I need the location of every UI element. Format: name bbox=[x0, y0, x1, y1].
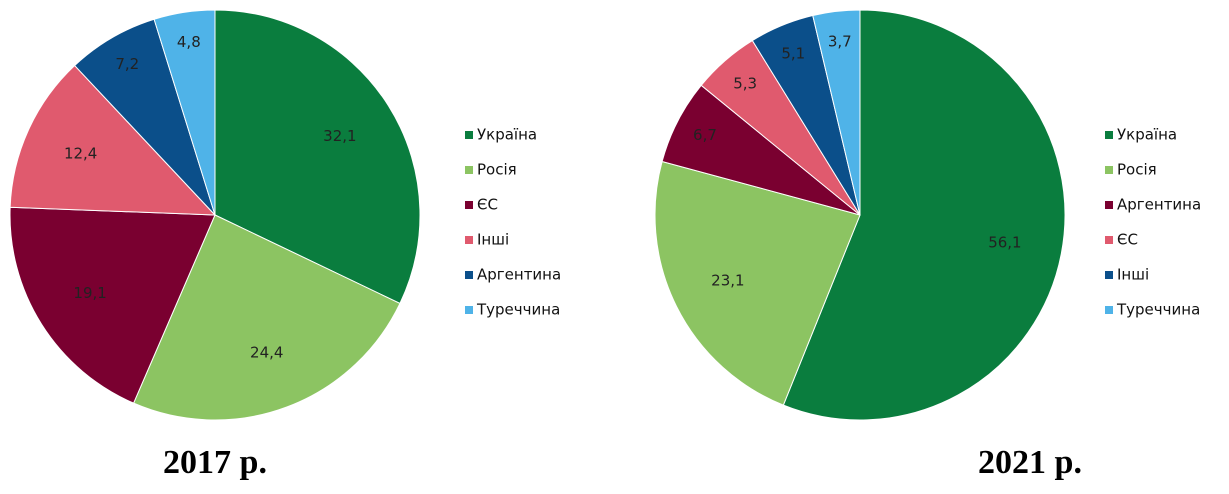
pie-slice bbox=[9, 64, 217, 216]
legend-swatch bbox=[465, 236, 473, 244]
legend-swatch bbox=[465, 166, 473, 174]
pie-slice bbox=[132, 214, 401, 421]
data-label: 23,1 bbox=[711, 271, 744, 289]
pie-slice bbox=[153, 9, 216, 216]
pie-slice bbox=[9, 206, 216, 404]
data-label: 5,3 bbox=[733, 74, 757, 92]
legend-swatch bbox=[1105, 131, 1113, 139]
pie-slice bbox=[782, 9, 1066, 421]
data-label: 3,7 bbox=[828, 32, 852, 50]
legend-swatch bbox=[465, 306, 473, 314]
pie-slice bbox=[214, 9, 421, 305]
legend-label: Аргентина bbox=[1117, 196, 1201, 214]
legend-swatch bbox=[1105, 236, 1113, 244]
legend-label: Інші bbox=[477, 231, 509, 249]
data-label: 24,4 bbox=[250, 344, 283, 362]
data-label: 7,2 bbox=[115, 55, 139, 73]
legend-label: Туреччина bbox=[476, 301, 560, 319]
legend-swatch bbox=[465, 271, 473, 279]
data-label: 5,1 bbox=[781, 45, 805, 63]
legend-label: Інші bbox=[1117, 266, 1149, 284]
legend-label: Аргентина bbox=[477, 266, 561, 284]
data-label: 4,8 bbox=[177, 33, 201, 51]
legend-swatch bbox=[1105, 201, 1113, 209]
legend-swatch bbox=[465, 131, 473, 139]
legend-label: Україна bbox=[1117, 126, 1177, 144]
legend-label: ЄС bbox=[1117, 231, 1138, 249]
legend-label: ЄС bbox=[477, 196, 498, 214]
legend-label: Росія bbox=[1117, 161, 1157, 179]
legend-label: Росія bbox=[477, 161, 517, 179]
legend-swatch bbox=[1105, 166, 1113, 174]
legend-swatch bbox=[465, 201, 473, 209]
pie-slice bbox=[654, 160, 861, 406]
legend-swatch bbox=[1105, 306, 1113, 314]
legend-swatch bbox=[1105, 271, 1113, 279]
chart-title: 2021 р. bbox=[978, 444, 1082, 481]
legend-label: Україна bbox=[477, 126, 537, 144]
data-label: 6,7 bbox=[693, 126, 717, 144]
data-label: 19,1 bbox=[73, 284, 106, 302]
chart-title: 2017 р. bbox=[163, 444, 267, 481]
data-label: 12,4 bbox=[64, 144, 97, 162]
data-label: 56,1 bbox=[988, 234, 1021, 252]
pie-slice bbox=[812, 9, 861, 216]
data-label: 32,1 bbox=[323, 127, 356, 145]
legend-label: Туреччина bbox=[1116, 301, 1200, 319]
